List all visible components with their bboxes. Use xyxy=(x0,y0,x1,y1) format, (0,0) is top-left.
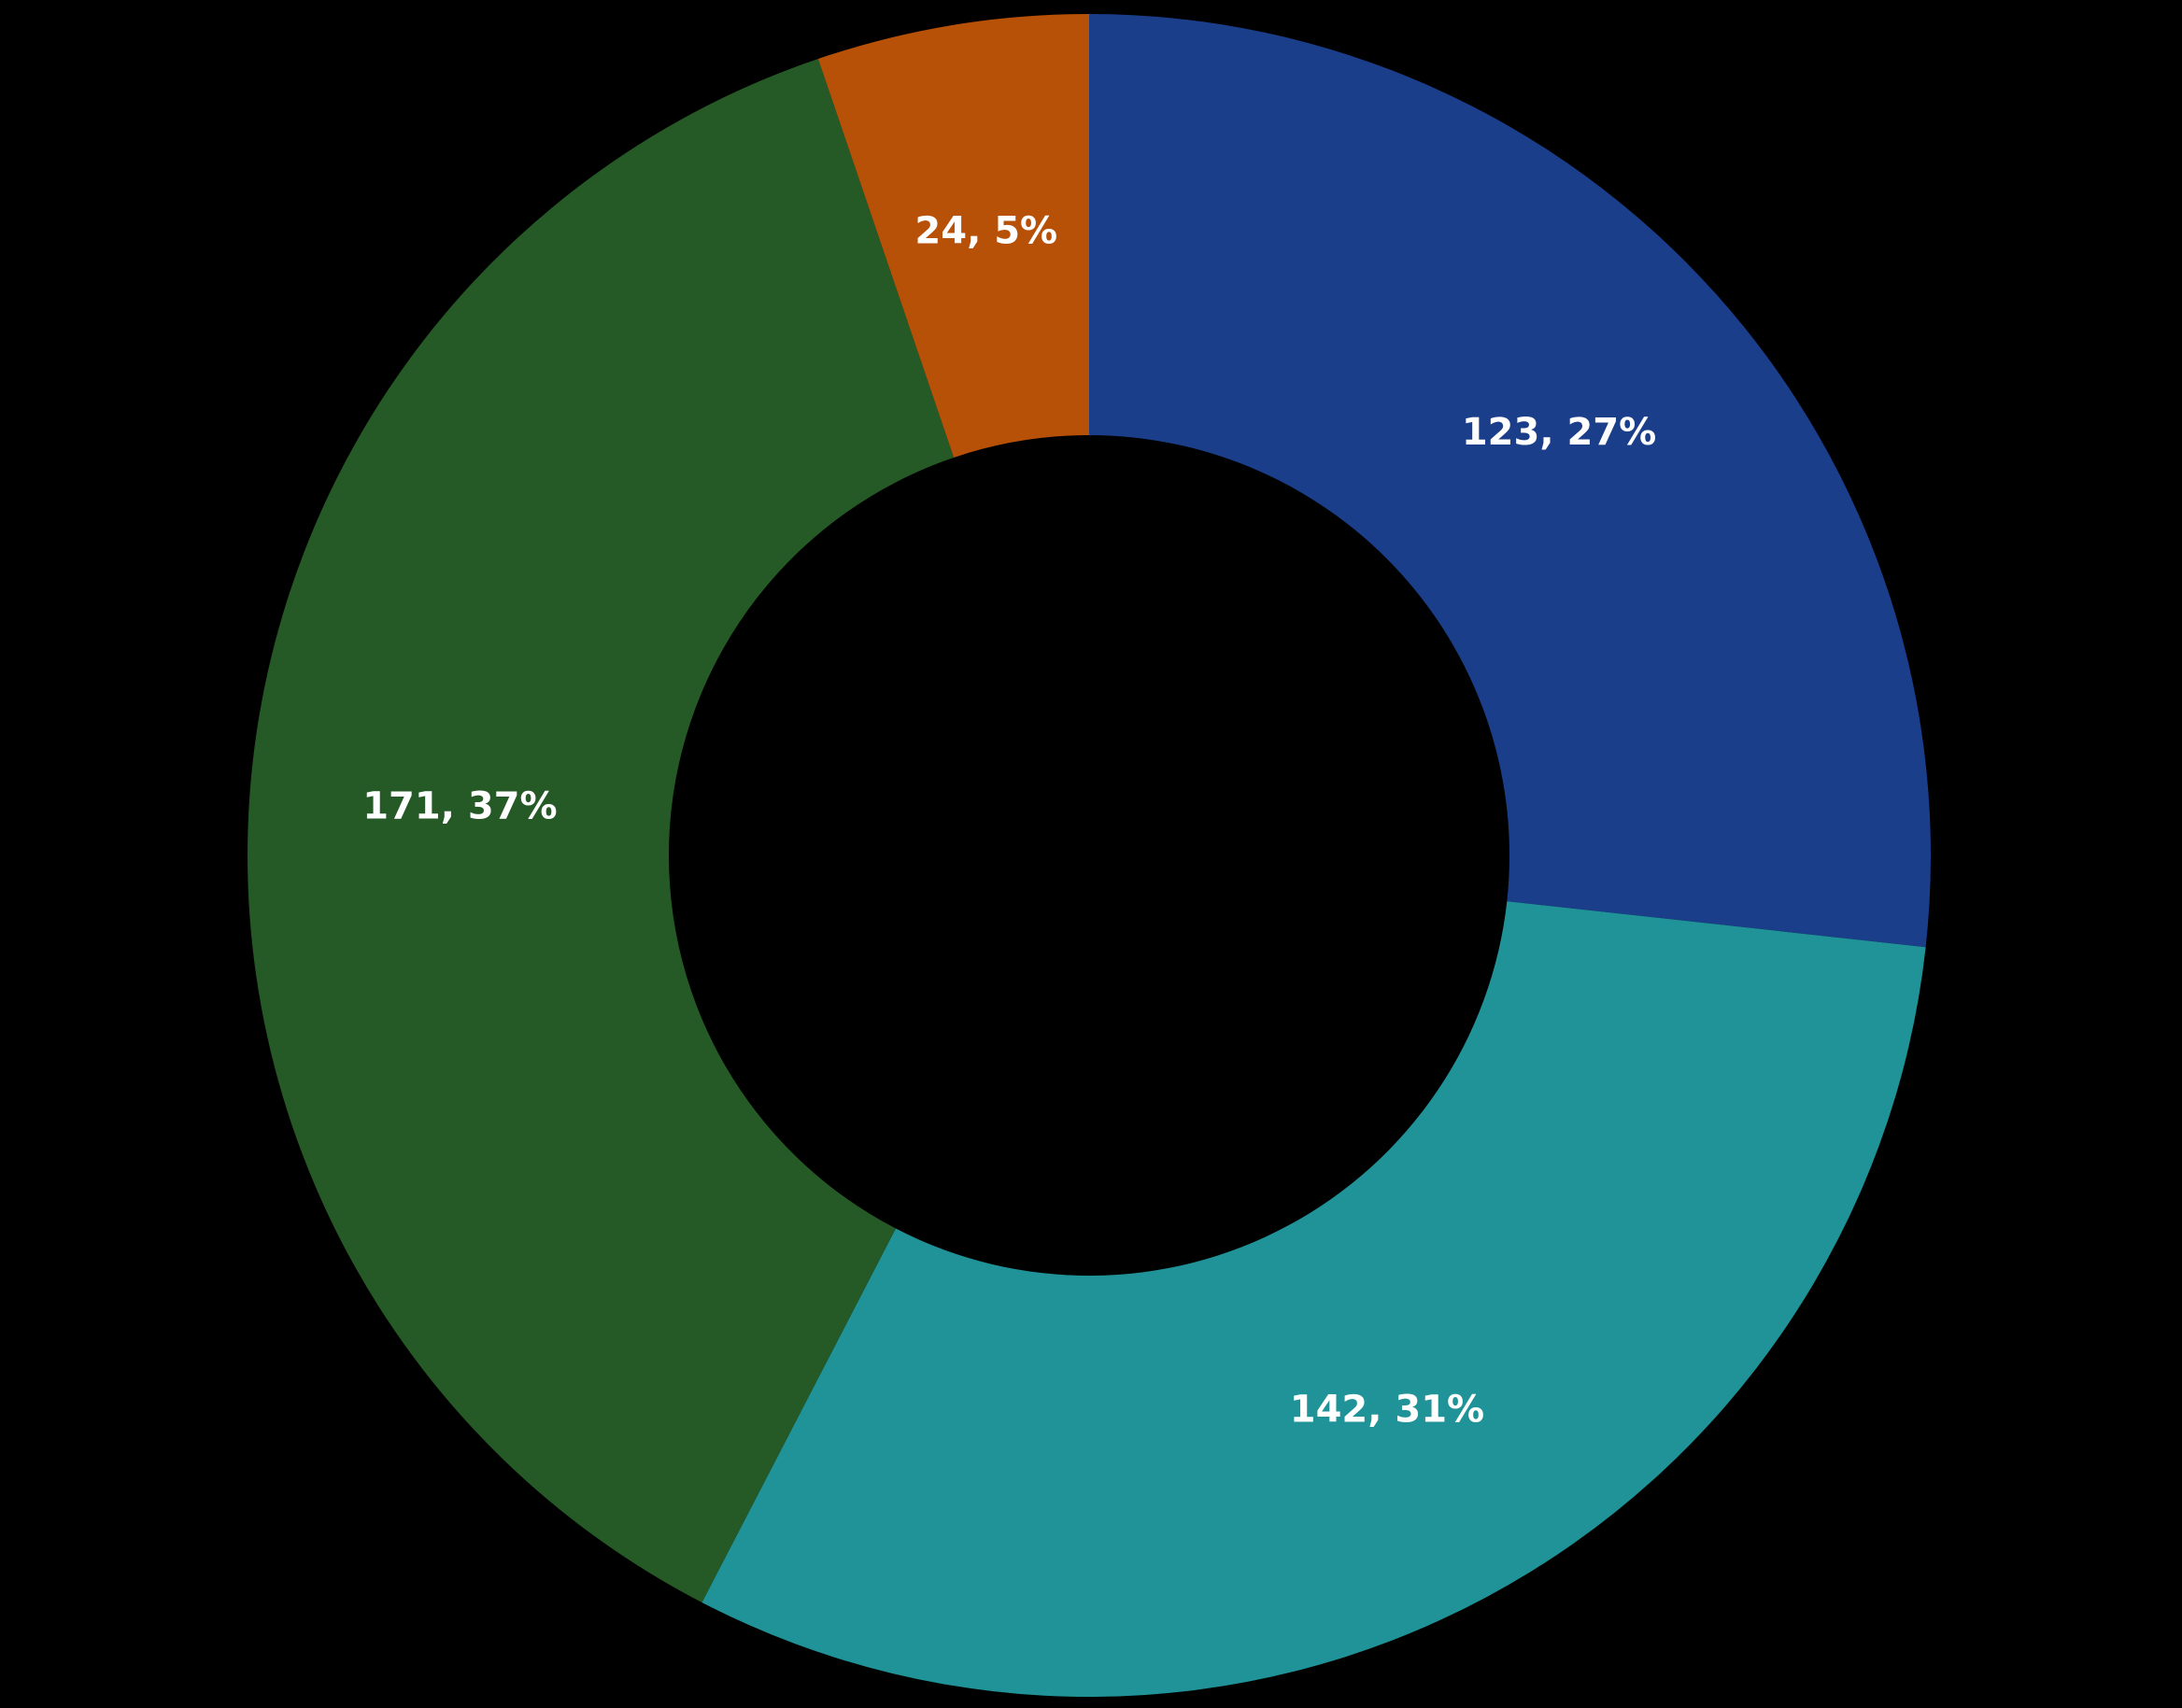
slice xyxy=(1089,14,1931,948)
slice xyxy=(701,901,1926,1698)
slice xyxy=(247,58,955,1602)
slice xyxy=(817,14,1089,458)
data-label: 123, 27% xyxy=(1462,411,1656,454)
data-label: 142, 31% xyxy=(1290,1388,1484,1431)
data-label: 24, 5% xyxy=(914,210,1057,253)
data-label: 171, 37% xyxy=(362,784,557,827)
